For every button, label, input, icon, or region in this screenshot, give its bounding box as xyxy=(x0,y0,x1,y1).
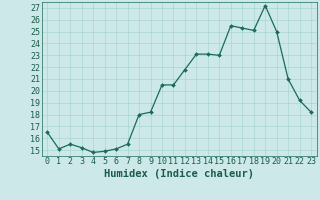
X-axis label: Humidex (Indice chaleur): Humidex (Indice chaleur) xyxy=(104,169,254,179)
